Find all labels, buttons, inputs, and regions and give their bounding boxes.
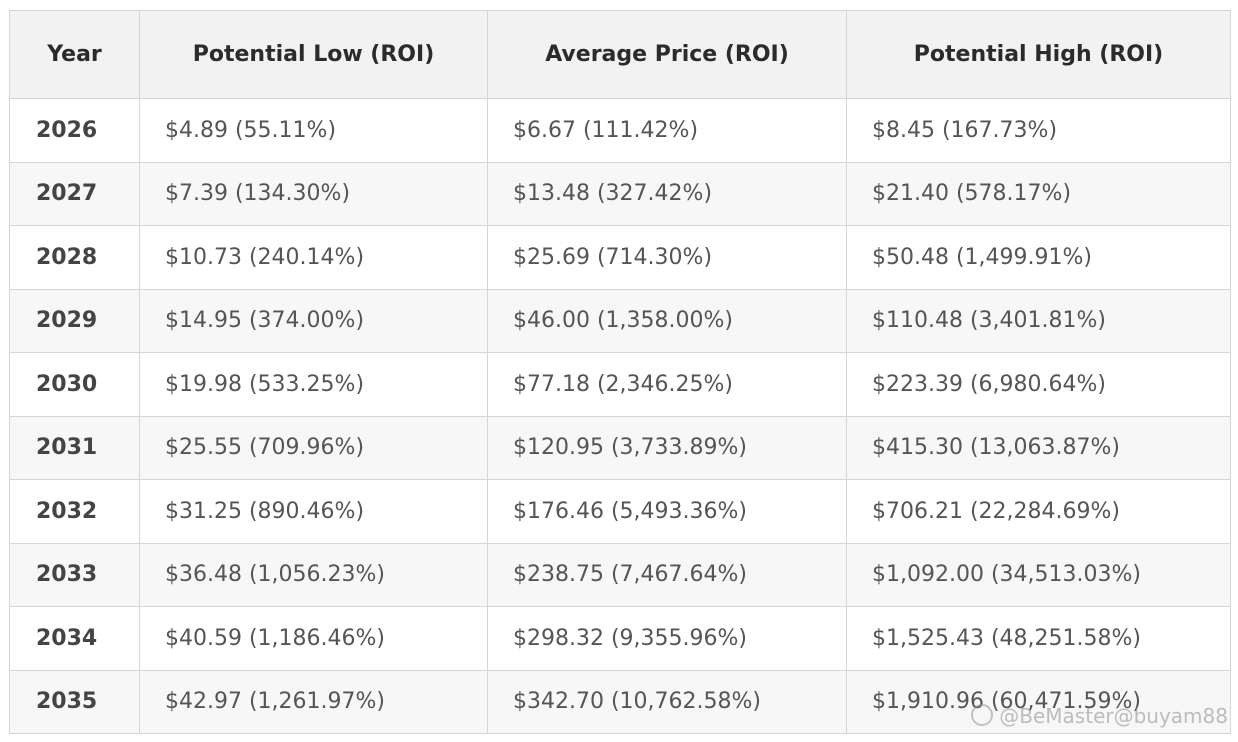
watermark-text: @BeMaster@buyam88 (999, 704, 1228, 728)
cell-year: 2031 (9, 415, 140, 480)
weibo-icon (971, 704, 994, 726)
cell-potential-low: $42.97 (1,261.97%) (139, 669, 488, 734)
table-row: 2033 $36.48 (1,056.23%) $238.75 (7,467.64%… (9, 542, 1231, 607)
cell-potential-low: $10.73 (240.14%) (139, 225, 488, 290)
cell-potential-high: $1,525.43 (48,251.58%) (846, 606, 1231, 671)
table-row: 2026 $4.89 (55.11%) $6.67 (111.42%) $8.45 (… (9, 98, 1231, 163)
cell-potential-low: $40.59 (1,186.46%) (139, 606, 488, 671)
price-prediction-table: Year Potential Low (ROI) Average Price (… (9, 10, 1231, 734)
cell-year: 2035 (9, 669, 140, 734)
header-row: Year Potential Low (ROI) Average Price (… (9, 10, 1231, 99)
table-row: 2035 $42.97 (1,261.97%) $342.70 (10,762.58… (9, 669, 1231, 734)
cell-year: 2030 (9, 352, 140, 417)
cell-potential-low: $14.95 (374.00%) (139, 288, 488, 353)
table-row: 2029 $14.95 (374.00%) $46.00 (1,358.00%) $1… (9, 288, 1231, 353)
watermark: @BeMaster@buyam88 (971, 704, 1228, 728)
cell-potential-high: $223.39 (6,980.64%) (846, 352, 1231, 417)
cell-average-price: $6.67 (111.42%) (487, 98, 847, 163)
table-row: 2034 $40.59 (1,186.46%) $298.32 (9,355.96%… (9, 606, 1231, 671)
cell-average-price: $25.69 (714.30%) (487, 225, 847, 290)
table-header: Year Potential Low (ROI) Average Price (… (9, 10, 1231, 99)
cell-potential-low: $4.89 (55.11%) (139, 98, 488, 163)
cell-year: 2028 (9, 225, 140, 290)
cell-potential-low: $36.48 (1,056.23%) (139, 542, 488, 607)
table-row: 2030 $19.98 (533.25%) $77.18 (2,346.25%) $2… (9, 352, 1231, 417)
table-body: 2026 $4.89 (55.11%) $6.67 (111.42%) $8.45 (… (9, 98, 1231, 734)
cell-potential-low: $25.55 (709.96%) (139, 415, 488, 480)
cell-potential-high: $1,910.96 (60,471.59%) (846, 669, 1231, 734)
cell-year: 2033 (9, 542, 140, 607)
cell-potential-high: $21.40 (578.17%) (846, 161, 1231, 226)
cell-potential-high: $706.21 (22,284.69%) (846, 479, 1231, 544)
table-row: 2027 $7.39 (134.30%) $13.48 (327.42%) $21.4… (9, 161, 1231, 226)
cell-potential-high: $110.48 (3,401.81%) (846, 288, 1231, 353)
cell-average-price: $342.70 (10,762.58%) (487, 669, 847, 734)
cell-year: 2026 (9, 98, 140, 163)
header-year: Year (9, 10, 140, 99)
cell-average-price: $77.18 (2,346.25%) (487, 352, 847, 417)
cell-potential-high: $415.30 (13,063.87%) (846, 415, 1231, 480)
cell-average-price: $120.95 (3,733.89%) (487, 415, 847, 480)
cell-average-price: $46.00 (1,358.00%) (487, 288, 847, 353)
cell-year: 2034 (9, 606, 140, 671)
cell-potential-low: $31.25 (890.46%) (139, 479, 488, 544)
cell-potential-high: $50.48 (1,499.91%) (846, 225, 1231, 290)
cell-average-price: $13.48 (327.42%) (487, 161, 847, 226)
table-row: 2032 $31.25 (890.46%) $176.46 (5,493.36%) $… (9, 479, 1231, 544)
cell-potential-low: $7.39 (134.30%) (139, 161, 488, 226)
cell-year: 2032 (9, 479, 140, 544)
cell-average-price: $298.32 (9,355.96%) (487, 606, 847, 671)
table-row: 2031 $25.55 (709.96%) $120.95 (3,733.89%) $… (9, 415, 1231, 480)
table-row: 2028 $10.73 (240.14%) $25.69 (714.30%) $50.… (9, 225, 1231, 290)
cell-year: 2027 (9, 161, 140, 226)
header-potential-low: Potential Low (ROI) (139, 10, 488, 99)
cell-average-price: $238.75 (7,467.64%) (487, 542, 847, 607)
cell-potential-low: $19.98 (533.25%) (139, 352, 488, 417)
cell-average-price: $176.46 (5,493.36%) (487, 479, 847, 544)
header-average-price: Average Price (ROI) (487, 10, 847, 99)
cell-year: 2029 (9, 288, 140, 353)
cell-potential-high: $1,092.00 (34,513.03%) (846, 542, 1231, 607)
header-potential-high: Potential High (ROI) (846, 10, 1231, 99)
cell-potential-high: $8.45 (167.73%) (846, 98, 1231, 163)
